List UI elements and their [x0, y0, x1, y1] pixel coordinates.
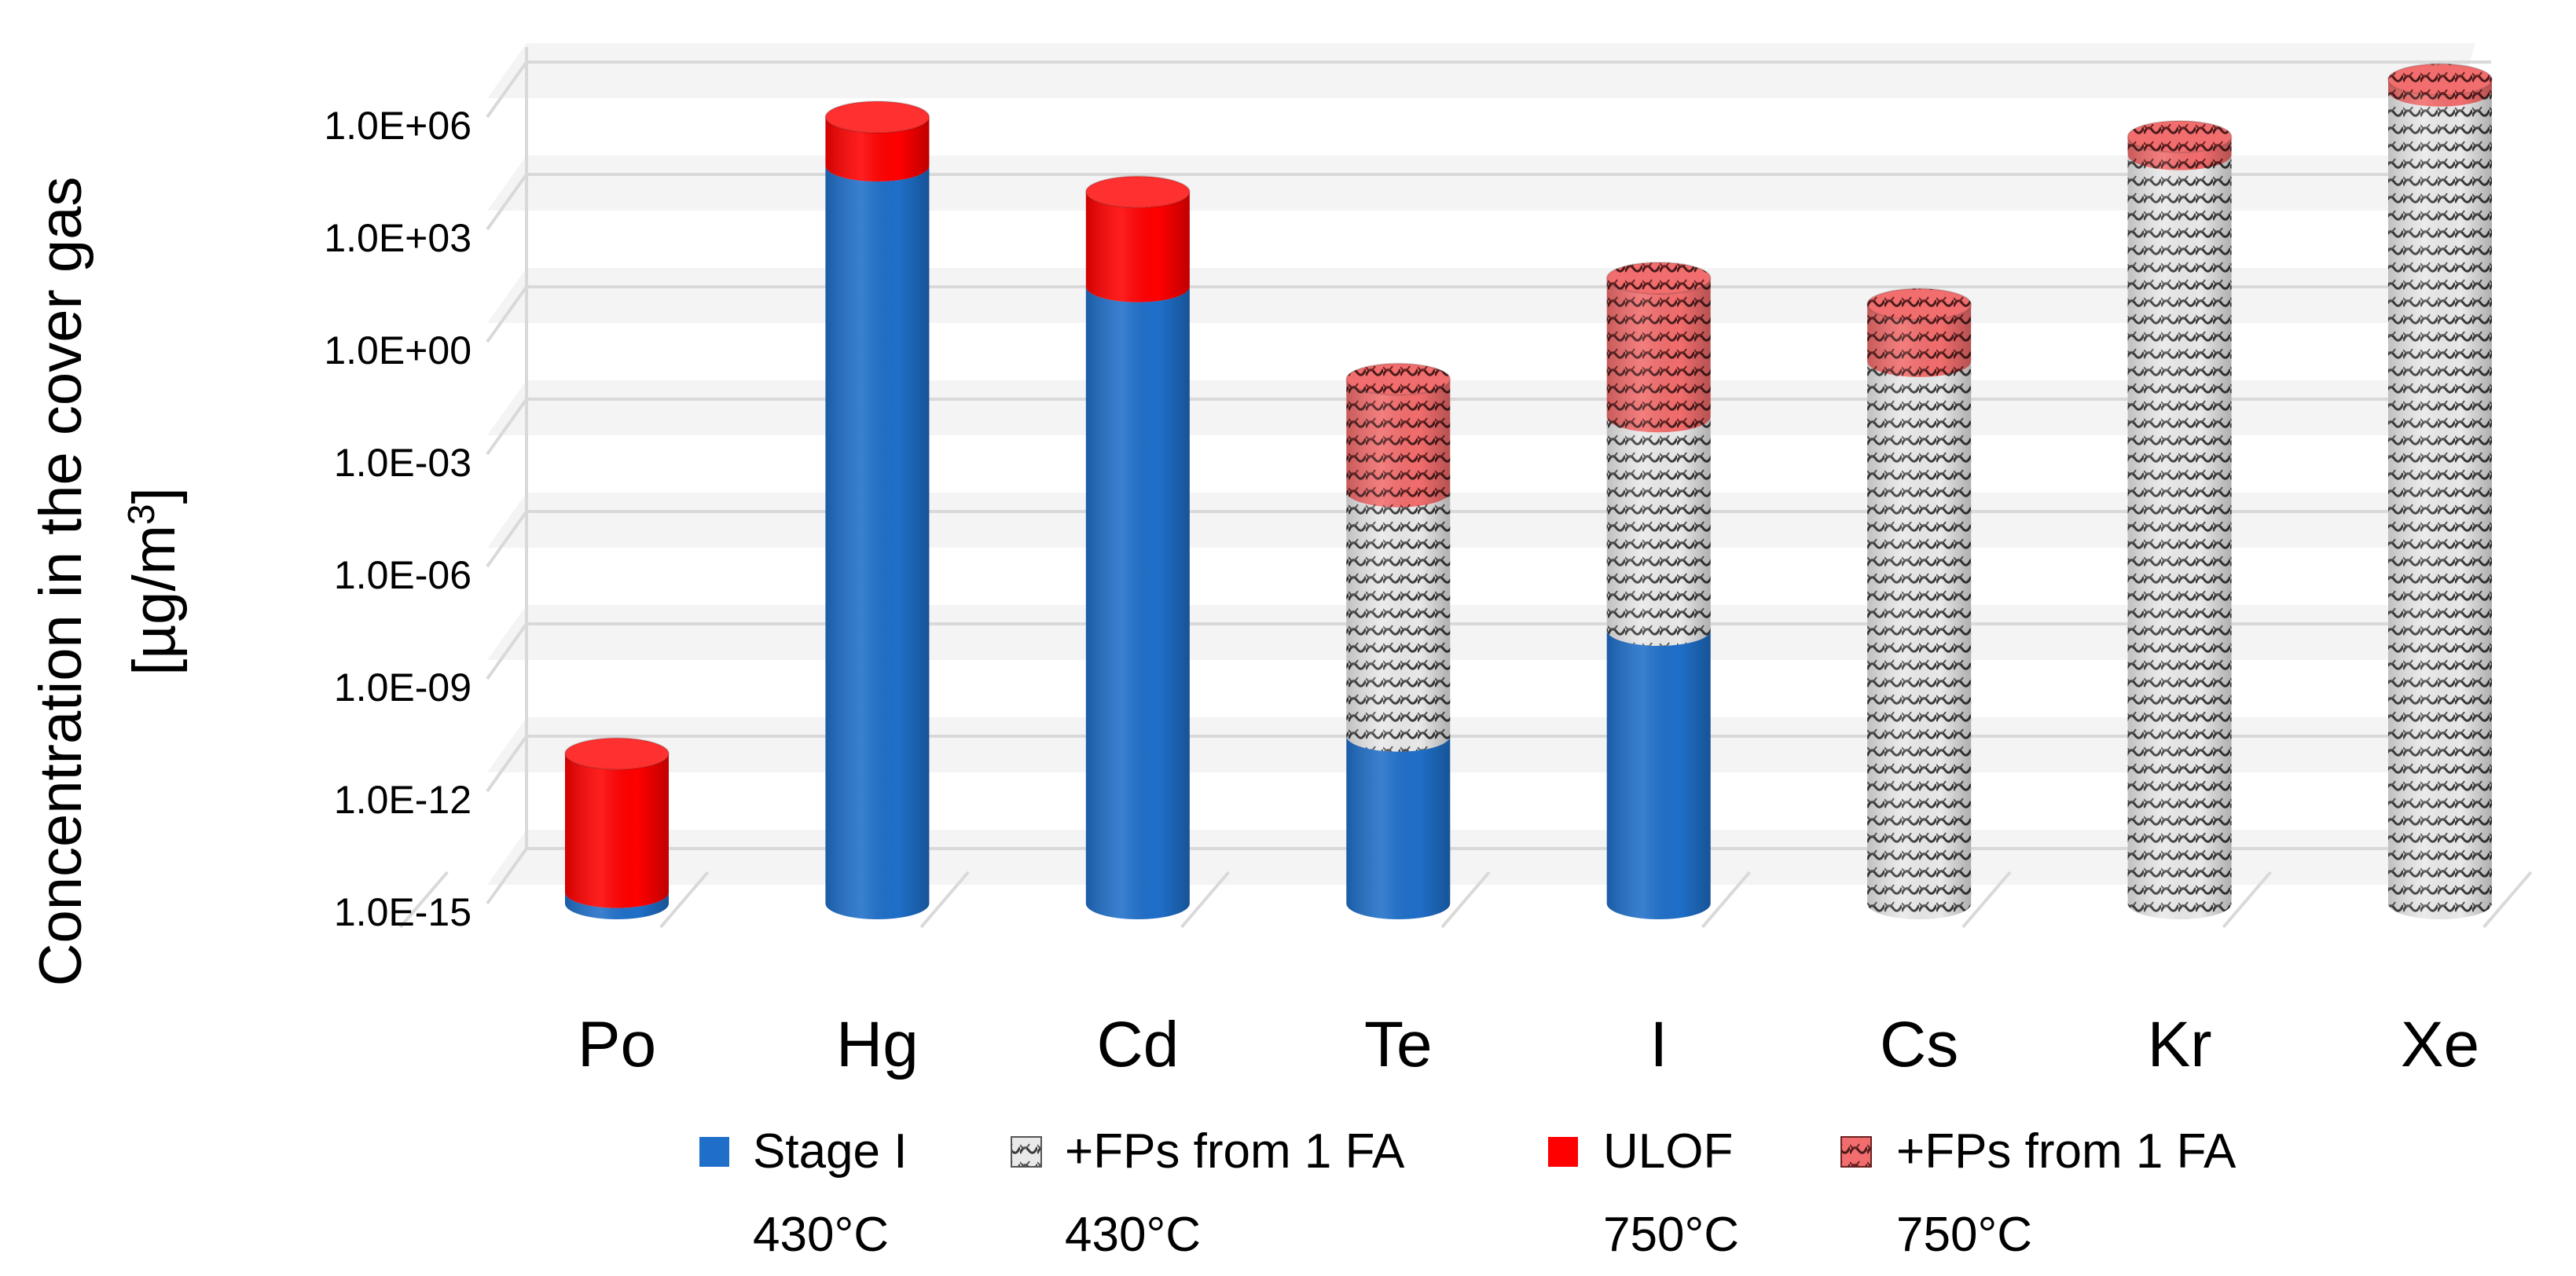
bar-kr — [2126, 119, 2233, 919]
floor-divider — [2222, 871, 2272, 929]
floor-divider — [1961, 871, 2012, 929]
bar-segment-po-s1-shading — [565, 892, 669, 919]
bar-segment-i-s2-shading — [1606, 416, 1711, 646]
grid-band — [487, 268, 2475, 323]
y-tick-label: 1.0E+06 — [324, 104, 472, 148]
bar-top-po — [564, 737, 670, 771]
y-tick-label: 1.0E-03 — [334, 441, 472, 485]
legend-swatch-fps-750 — [1840, 1136, 1872, 1168]
legend-swatch-ulof — [1548, 1137, 1578, 1167]
floor-divider — [1701, 871, 1751, 929]
legend-label-stage-i-line2: 430°C — [753, 1208, 889, 1262]
bar-top-cs — [1866, 288, 1972, 321]
floor-divider — [1180, 871, 1231, 929]
bar-top-xe — [2387, 63, 2493, 97]
floor-divider — [398, 871, 449, 929]
y-tick-label: 1.0E+00 — [324, 328, 472, 372]
bar-top-kr — [2126, 119, 2233, 153]
bar-segment-i-s4-shading — [1606, 278, 1711, 433]
grid-band — [487, 717, 2475, 772]
x-category-label: Kr — [2148, 1009, 2212, 1080]
bar-segment-kr-s4-shading — [2127, 136, 2232, 170]
bar-segment-cd-s1-shading — [1085, 286, 1190, 919]
legend-label-stage-i-line1: Stage I — [753, 1124, 907, 1179]
y-axis-title-line1: Concentration in the cover gas — [28, 177, 94, 987]
x-category-label: Po — [578, 1009, 656, 1080]
y-axis-title-line2: [µg/m3] — [121, 487, 189, 675]
y-tick-label: 1.0E-09 — [334, 666, 472, 710]
legend-label-fps-750-line2: 750°C — [1896, 1208, 2032, 1262]
floor-divider — [919, 871, 970, 929]
floor-divider — [659, 871, 710, 929]
x-category-label: Hg — [836, 1009, 919, 1080]
y-tick-label: 1.0E-15 — [334, 890, 472, 934]
bars — [564, 63, 2493, 920]
y-tick-label: 1.0E-06 — [334, 553, 472, 597]
x-category-label: I — [1649, 1009, 1668, 1080]
floor-divider — [1440, 871, 1491, 929]
grid-band — [487, 605, 2475, 660]
y-axis-ticks: 1.0E-15 1.0E-12 1.0E-09 1.0E-06 1.0E-03 1.0E+… — [324, 104, 472, 934]
grid-band — [487, 156, 2475, 211]
bar-segment-xe-s2-shading — [2388, 90, 2492, 920]
bar-segment-xe-s4-shading — [2388, 79, 2492, 107]
bar-segment-cd-s3-shading — [1085, 192, 1190, 302]
bar-te — [1345, 362, 1451, 919]
grid-band — [487, 43, 2475, 98]
legend-item-ulof: ULOF 750°C — [1548, 1124, 1739, 1262]
floor-divider — [2482, 871, 2533, 929]
legend-label-ulof-line1: ULOF — [1603, 1124, 1733, 1179]
legend-item-stage-i: Stage I 430°C — [699, 1124, 907, 1262]
bar-po — [564, 737, 670, 919]
legend-item-fps-430: +FPs from 1 FA 430°C — [1011, 1124, 1405, 1262]
legend-label-fps-430-line2: 430°C — [1065, 1208, 1201, 1262]
grid-band — [487, 830, 2475, 885]
x-category-label: Cs — [1880, 1009, 1958, 1080]
bar-segment-po-s3-shading — [565, 754, 669, 908]
bar-segment-te-s2-shading — [1346, 491, 1451, 752]
bar-segment-cs-s4-shading — [1867, 304, 1972, 377]
legend-label-fps-750-line1: +FPs from 1 FA — [1896, 1124, 2237, 1179]
bar-segment-hg-s1-shading — [825, 166, 930, 919]
bar-i — [1605, 262, 1712, 919]
bar-segment-te-s1-shading — [1346, 735, 1451, 919]
legend-label-ulof-line2: 750°C — [1603, 1208, 1739, 1262]
bar-segment-i-s1-shading — [1606, 629, 1711, 919]
y-axis-title: Concentration in the cover gas [µg/m3] — [28, 177, 188, 987]
bar-segment-hg-s3-shading — [825, 117, 930, 182]
bar-segment-cs-s2-shading — [1867, 361, 1972, 919]
legend-swatch-fps-430 — [1011, 1136, 1042, 1168]
grid-band — [487, 493, 2475, 548]
y-tick-label: 1.0E-12 — [334, 778, 472, 822]
legend-swatch-stage-i — [699, 1137, 729, 1167]
legend-item-fps-750: +FPs from 1 FA 750°C — [1840, 1124, 2237, 1262]
bar-top-i — [1605, 262, 1712, 295]
bar-top-te — [1345, 362, 1451, 396]
x-category-label: Xe — [2401, 1009, 2479, 1080]
bar-cd — [1084, 175, 1191, 919]
x-category-label: Cd — [1096, 1009, 1179, 1080]
legend: Stage I 430°C +FPs from 1 FA 430°C ULOF … — [699, 1124, 2237, 1262]
y-tick-label: 1.0E+03 — [324, 216, 472, 260]
x-category-label: Te — [1364, 1009, 1433, 1080]
bar-top-cd — [1084, 175, 1191, 209]
x-axis-categories: Po Hg Cd Te I Cs Kr Xe — [578, 1009, 2479, 1080]
bar-hg — [824, 101, 930, 919]
bar-segment-kr-s2-shading — [2127, 154, 2232, 919]
bar-cs — [1866, 288, 1972, 919]
legend-label-fps-430-line1: +FPs from 1 FA — [1065, 1124, 1405, 1179]
bar-segment-te-s4-shading — [1346, 379, 1451, 508]
bar-xe — [2387, 63, 2493, 920]
grid-band — [487, 380, 2475, 435]
bar-top-hg — [824, 101, 930, 134]
